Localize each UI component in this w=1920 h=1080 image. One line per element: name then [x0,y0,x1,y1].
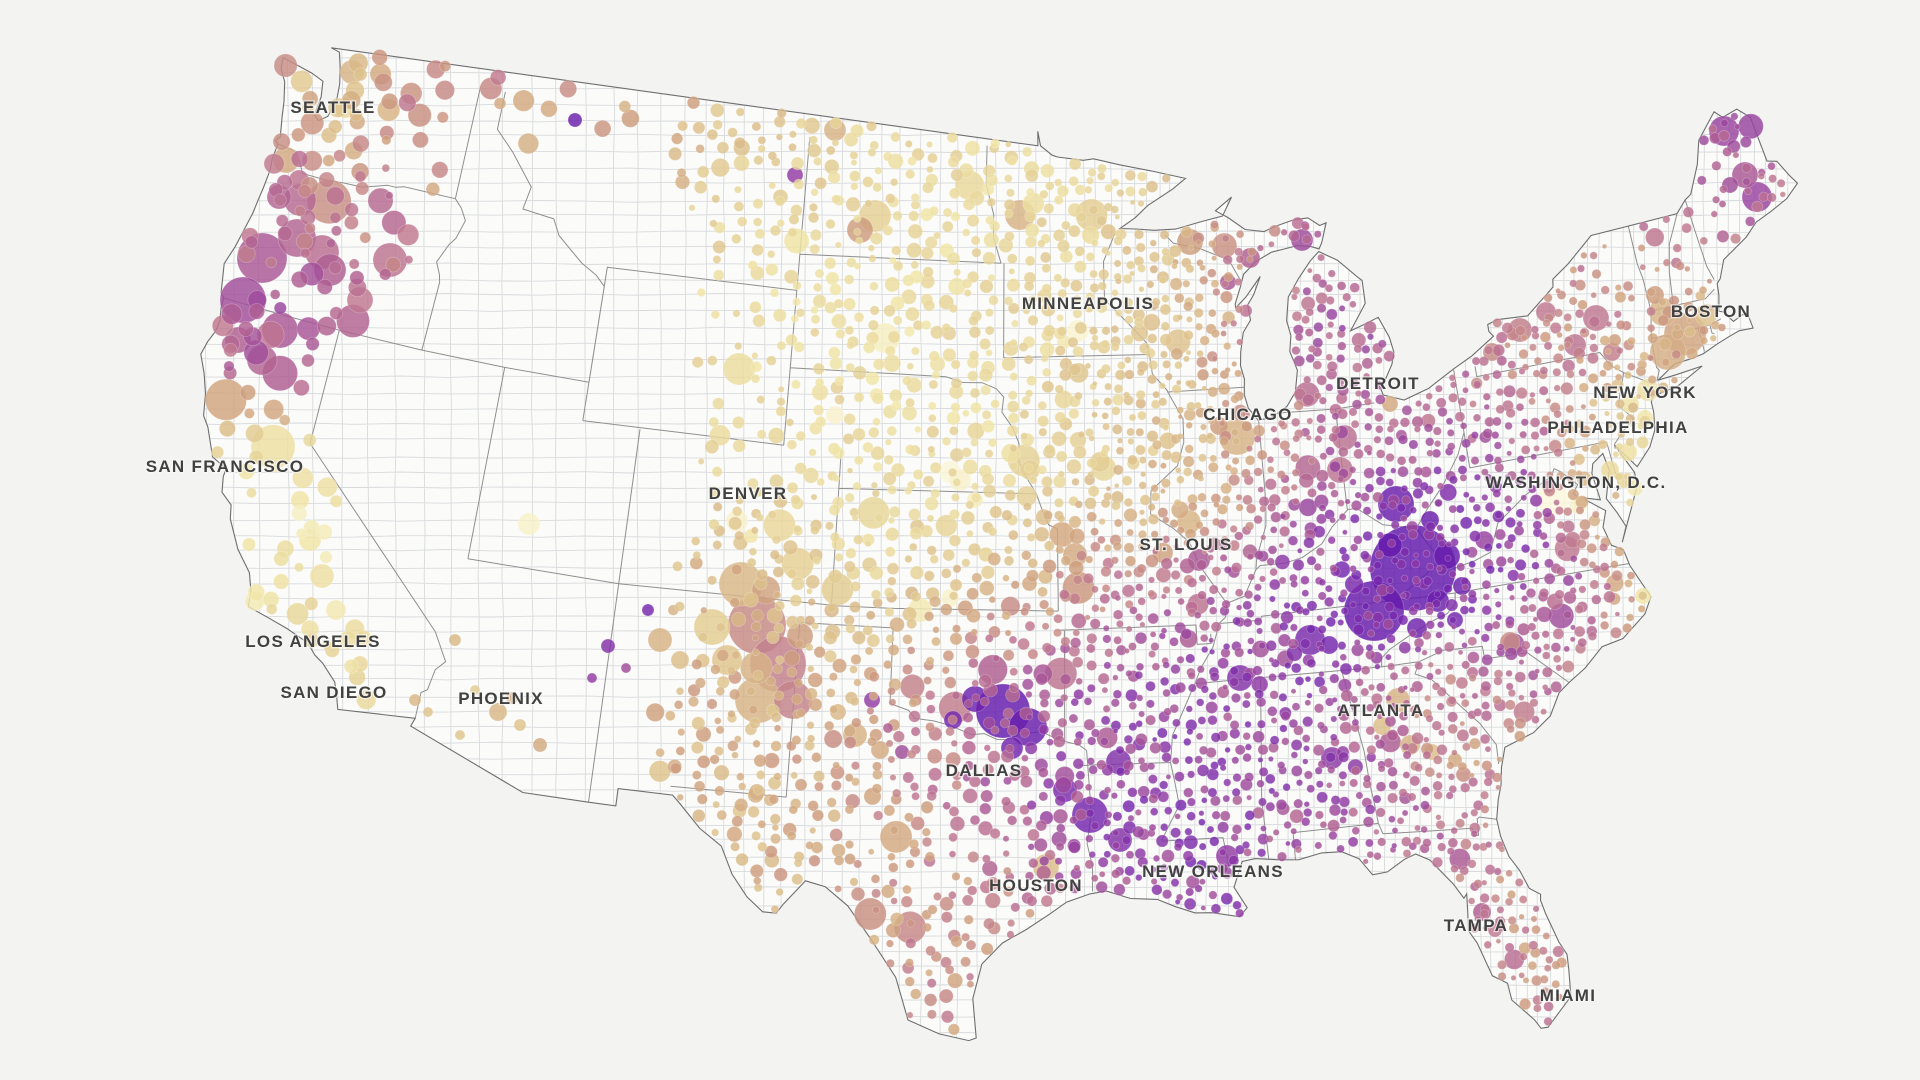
svg-text:SEATTLE: SEATTLE [290,98,375,117]
svg-text:PHILADELPHIA: PHILADELPHIA [1547,418,1688,437]
svg-text:SAN DIEGO: SAN DIEGO [280,683,387,702]
svg-text:ST. LOUIS: ST. LOUIS [1140,535,1233,554]
svg-text:DALLAS: DALLAS [946,761,1023,780]
svg-text:NEW ORLEANS: NEW ORLEANS [1142,862,1284,881]
svg-text:DENVER: DENVER [709,484,788,503]
svg-text:LOS ANGELES: LOS ANGELES [245,632,381,651]
svg-text:WASHINGTON, D.C.: WASHINGTON, D.C. [1485,473,1666,492]
svg-text:NEW YORK: NEW YORK [1593,383,1697,402]
svg-text:BOSTON: BOSTON [1671,302,1751,321]
svg-text:CHICAGO: CHICAGO [1203,405,1292,424]
svg-text:SAN FRANCISCO: SAN FRANCISCO [146,457,305,476]
svg-text:MINNEAPOLIS: MINNEAPOLIS [1022,294,1154,313]
svg-text:HOUSTON: HOUSTON [989,876,1083,895]
svg-text:MIAMI: MIAMI [1540,986,1597,1005]
svg-text:DETROIT: DETROIT [1336,374,1420,393]
svg-text:TAMPA: TAMPA [1444,916,1508,935]
svg-text:PHOENIX: PHOENIX [458,689,544,708]
svg-text:ATLANTA: ATLANTA [1338,701,1425,720]
